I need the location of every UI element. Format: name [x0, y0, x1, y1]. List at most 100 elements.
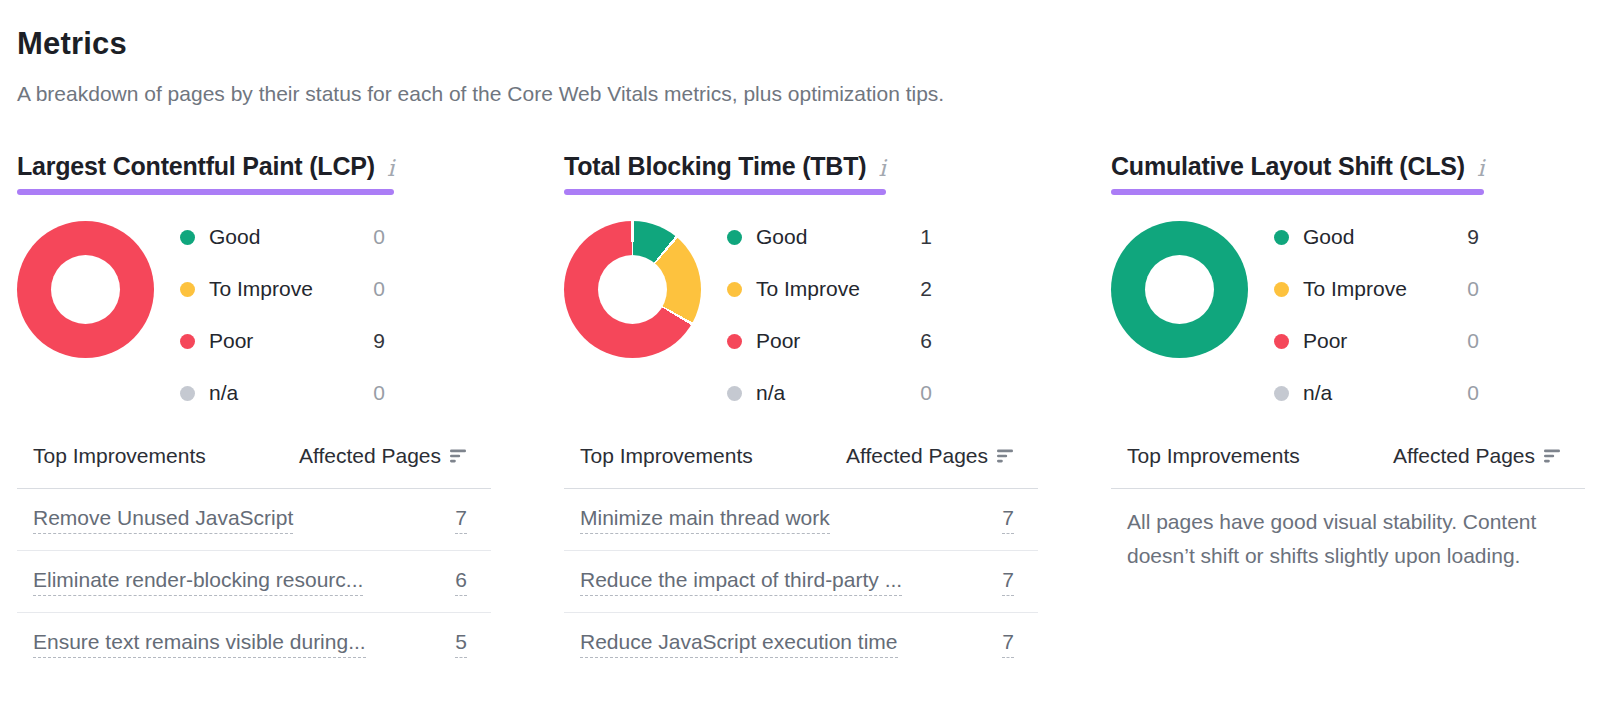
- affected-pages-sort[interactable]: Affected Pages: [1393, 444, 1561, 468]
- good-dot-icon: [1274, 230, 1289, 245]
- affected-pages-header: Affected Pages: [846, 444, 988, 468]
- legend-value: 1: [920, 225, 932, 249]
- card-lcp-title: Largest Contentful Paint (LCP): [17, 152, 375, 181]
- to-improve-dot-icon: [1274, 282, 1289, 297]
- affected-pages-count[interactable]: 7: [455, 506, 467, 534]
- improvement-link[interactable]: Reduce JavaScript execution time: [580, 630, 898, 658]
- affected-pages-sort[interactable]: Affected Pages: [299, 444, 467, 468]
- tbt-legend: Good 1 To Improve 2 Poor 6: [727, 222, 932, 408]
- lcp-improvements-table: Top Improvements Affected Pages Remove U…: [17, 444, 491, 675]
- card-lcp-header: Largest Contentful Paint (LCP) i: [17, 152, 394, 195]
- improvement-link[interactable]: Ensure text remains visible during...: [33, 630, 366, 658]
- affected-pages-count[interactable]: 5: [455, 630, 467, 658]
- affected-pages-count[interactable]: 7: [1002, 506, 1014, 534]
- good-dot-icon: [180, 230, 195, 245]
- improvement-link[interactable]: Eliminate render-blocking resourc...: [33, 568, 363, 596]
- legend-value: 9: [373, 329, 385, 353]
- improvement-row: Ensure text remains visible during... 5: [17, 613, 491, 675]
- cls-chart-block: Good 9 To Improve 0 Poor 0: [1111, 221, 1585, 408]
- improvement-link[interactable]: Reduce the impact of third-party ...: [580, 568, 902, 596]
- legend-row-to-improve: To Improve 0: [1274, 274, 1479, 304]
- page-subtitle: A breakdown of pages by their status for…: [17, 82, 1585, 106]
- legend-label: To Improve: [756, 277, 860, 301]
- card-tbt-title: Total Blocking Time (TBT): [564, 152, 866, 181]
- page-title: Metrics: [17, 26, 1585, 62]
- tbt-chart-block: Good 1 To Improve 2 Poor 6: [564, 221, 1038, 408]
- card-lcp: Largest Contentful Paint (LCP) i Good 0 …: [17, 152, 491, 675]
- legend-row-na: n/a 0: [1274, 378, 1479, 408]
- improvement-row: Reduce the impact of third-party ... 7: [564, 551, 1038, 613]
- legend-value: 6: [920, 329, 932, 353]
- legend-label: Good: [756, 225, 807, 249]
- legend-value: 0: [920, 381, 932, 405]
- sort-descending-icon: [1544, 449, 1561, 463]
- info-icon[interactable]: i: [878, 154, 885, 180]
- info-icon[interactable]: i: [1477, 154, 1484, 180]
- improvement-row: Minimize main thread work 7: [564, 489, 1038, 551]
- affected-pages-count[interactable]: 6: [455, 568, 467, 596]
- top-improvements-header: Top Improvements: [580, 444, 753, 468]
- legend-value: 0: [373, 225, 385, 249]
- poor-dot-icon: [180, 334, 195, 349]
- table-header: Top Improvements Affected Pages: [564, 444, 1038, 489]
- accent-underline: [564, 189, 886, 195]
- table-header: Top Improvements Affected Pages: [1111, 444, 1585, 489]
- legend-row-poor: Poor 9: [180, 326, 385, 356]
- table-header: Top Improvements Affected Pages: [17, 444, 491, 489]
- legend-label: n/a: [209, 381, 238, 405]
- metric-cards: Largest Contentful Paint (LCP) i Good 0 …: [17, 152, 1585, 675]
- legend-row-to-improve: To Improve 0: [180, 274, 385, 304]
- card-cls-title: Cumulative Layout Shift (CLS): [1111, 152, 1465, 181]
- improvement-row: Eliminate render-blocking resourc... 6: [17, 551, 491, 613]
- legend-value: 2: [920, 277, 932, 301]
- legend-row-na: n/a 0: [180, 378, 385, 408]
- tbt-improvements-table: Top Improvements Affected Pages Minimize…: [564, 444, 1038, 675]
- na-dot-icon: [727, 386, 742, 401]
- legend-value: 0: [373, 277, 385, 301]
- cls-donut-chart[interactable]: [1111, 221, 1248, 358]
- to-improve-dot-icon: [727, 282, 742, 297]
- na-dot-icon: [1274, 386, 1289, 401]
- legend-value: 0: [1467, 277, 1479, 301]
- improvement-link[interactable]: Minimize main thread work: [580, 506, 830, 534]
- tbt-donut-chart[interactable]: [564, 221, 701, 358]
- affected-pages-header: Affected Pages: [1393, 444, 1535, 468]
- improvement-row: Reduce JavaScript execution time 7: [564, 613, 1038, 675]
- legend-label: To Improve: [209, 277, 313, 301]
- poor-dot-icon: [1274, 334, 1289, 349]
- legend-label: Good: [1303, 225, 1354, 249]
- legend-value: 0: [1467, 381, 1479, 405]
- good-dot-icon: [727, 230, 742, 245]
- legend-value: 9: [1467, 225, 1479, 249]
- cls-improvements-table: Top Improvements Affected Pages All page…: [1111, 444, 1585, 573]
- legend-label: n/a: [756, 381, 785, 405]
- metrics-section: Metrics A breakdown of pages by their st…: [0, 0, 1600, 675]
- legend-value: 0: [1467, 329, 1479, 353]
- affected-pages-count[interactable]: 7: [1002, 630, 1014, 658]
- improvement-link[interactable]: Remove Unused JavaScript: [33, 506, 293, 534]
- top-improvements-header: Top Improvements: [33, 444, 206, 468]
- card-cls: Cumulative Layout Shift (CLS) i Good 9 T…: [1111, 152, 1585, 675]
- sort-descending-icon: [450, 449, 467, 463]
- lcp-legend: Good 0 To Improve 0 Poor 9: [180, 222, 385, 408]
- affected-pages-header: Affected Pages: [299, 444, 441, 468]
- legend-row-to-improve: To Improve 2: [727, 274, 932, 304]
- cls-legend: Good 9 To Improve 0 Poor 0: [1274, 222, 1479, 408]
- legend-label: Good: [209, 225, 260, 249]
- card-cls-header: Cumulative Layout Shift (CLS) i: [1111, 152, 1484, 195]
- improvement-row: Remove Unused JavaScript 7: [17, 489, 491, 551]
- legend-row-na: n/a 0: [727, 378, 932, 408]
- legend-row-good: Good 9: [1274, 222, 1479, 252]
- sort-descending-icon: [997, 449, 1014, 463]
- affected-pages-count[interactable]: 7: [1002, 568, 1014, 596]
- top-improvements-header: Top Improvements: [1127, 444, 1300, 468]
- legend-label: To Improve: [1303, 277, 1407, 301]
- affected-pages-sort[interactable]: Affected Pages: [846, 444, 1014, 468]
- info-icon[interactable]: i: [387, 154, 394, 180]
- legend-label: n/a: [1303, 381, 1332, 405]
- legend-label: Poor: [1303, 329, 1347, 353]
- poor-dot-icon: [727, 334, 742, 349]
- lcp-chart-block: Good 0 To Improve 0 Poor 9: [17, 221, 491, 408]
- legend-row-poor: Poor 6: [727, 326, 932, 356]
- lcp-donut-chart[interactable]: [17, 221, 154, 358]
